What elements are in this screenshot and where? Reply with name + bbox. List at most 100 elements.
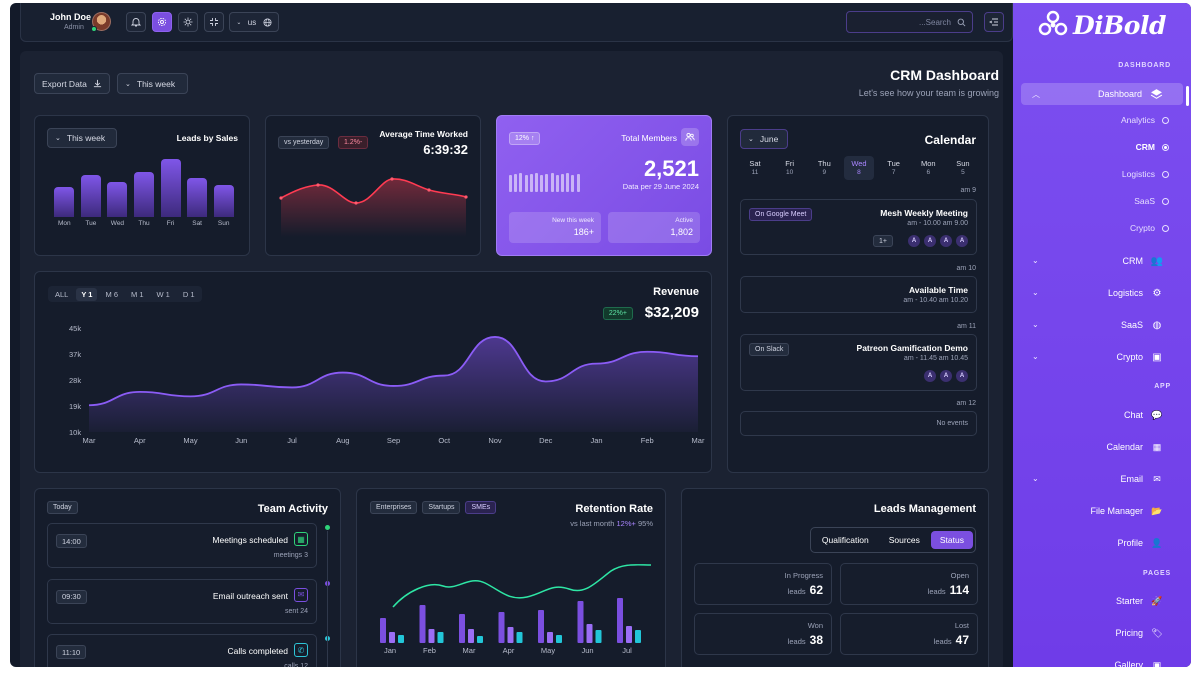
settings-button[interactable] — [152, 12, 172, 32]
more-attendees-chip[interactable]: 1+ — [873, 235, 893, 247]
menu-collapse-icon — [989, 18, 998, 26]
sidebar-item-file-manager[interactable]: File Manager 📂 — [1021, 500, 1183, 522]
activity-filter-chip[interactable]: Today — [47, 501, 78, 514]
leads-filter-select[interactable]: ⌄ This week — [47, 128, 117, 148]
sidebar-item-pricing[interactable]: Pricing 🏷 — [1021, 622, 1183, 644]
leads-day-label: Fri — [166, 220, 175, 227]
sidebar-item-logistics[interactable]: ⌄ Logistics ⚙ — [1021, 282, 1183, 304]
revenue-tab[interactable]: M 6 — [105, 289, 118, 299]
sidebar-item-crypto[interactable]: ⌄ Crypto ▣ — [1021, 346, 1183, 368]
sidebar-item-gallery[interactable]: Gallery ▣ — [1021, 654, 1183, 668]
terminal-icon: ▣ — [1152, 351, 1162, 363]
calendar-day[interactable]: Mon 6 — [913, 156, 943, 180]
leads-management-card: Leads Management Qualification Sources Sta… — [681, 488, 989, 667]
sidebar-item-profile[interactable]: Profile 👤 — [1021, 532, 1183, 554]
chevron-down-icon: ⌄ — [748, 136, 754, 143]
activity-item[interactable]: 14:00 Meetings scheduled ▦ meetings 3 — [47, 523, 317, 568]
leads-mgmt-tab[interactable]: Qualification — [821, 535, 869, 545]
sidebar-item-email[interactable]: ⌄ Email ✉ — [1021, 468, 1183, 490]
calendar-day[interactable]: Thu 9 — [809, 156, 839, 180]
new-this-week-label: New this week — [552, 217, 594, 224]
fullscreen-button[interactable] — [204, 12, 224, 32]
sidebar-item-calendar[interactable]: Calendar ▦ — [1021, 436, 1183, 458]
period-select[interactable]: ⌄ This week — [117, 73, 188, 94]
calendar-title: Calendar — [924, 133, 976, 147]
revenue-tab[interactable]: W 1 — [156, 289, 170, 299]
retention-tab[interactable]: Enterprises — [370, 501, 418, 514]
calendar-day[interactable]: Sun 5 — [948, 156, 978, 180]
revenue-tab[interactable]: ALL — [55, 289, 69, 299]
section-heading-app: APP — [1154, 383, 1171, 390]
calendar-day-num: 7 — [891, 169, 896, 176]
notifications-button[interactable] — [126, 12, 146, 32]
leads-mgmt-tab[interactable]: Sources — [888, 535, 920, 545]
revenue-tab[interactable]: M 1 — [131, 289, 144, 299]
sidebar-collapse-button[interactable] — [984, 12, 1004, 32]
calendar-day[interactable]: Sat 11 — [740, 156, 770, 180]
sidebar-item-dashboard[interactable]: ︿ Dashboard — [1021, 83, 1183, 105]
revenue-tab[interactable]: Y 1 — [76, 287, 98, 301]
leads-stat-value-row: leads 62 — [788, 583, 823, 597]
search-input[interactable]: ...Search — [846, 11, 973, 33]
calendar-icon: ▦ — [1152, 441, 1162, 452]
retention-bar — [586, 624, 593, 643]
retention-tab[interactable]: SMEs — [465, 501, 497, 514]
revenue-line — [88, 336, 699, 407]
export-data-button[interactable]: Export Data — [34, 73, 110, 94]
sidebar-subitem[interactable]: SaaS — [1134, 196, 1169, 206]
activity-label: Email outreach sent — [212, 590, 288, 601]
calendar-day[interactable]: Wed 8 — [843, 156, 874, 180]
attendee-avatar: A — [924, 370, 936, 382]
user-name: John Doe — [50, 12, 92, 22]
sidebar-item-starter[interactable]: Starter 🚀 — [1021, 590, 1183, 612]
calendar-day-name: Sat — [749, 159, 761, 168]
calendar-day[interactable]: Fri 10 — [775, 156, 805, 180]
retention-bar — [617, 598, 623, 643]
sidebar-scrollbar[interactable] — [1186, 86, 1189, 106]
sidebar-subitem[interactable]: Analytics — [1121, 115, 1169, 125]
sidebar-item-chat[interactable]: Chat 💬 — [1021, 404, 1183, 426]
calendar-day[interactable]: Tue 7 — [879, 156, 909, 180]
leads-stat-card[interactable]: Won leads 38 — [694, 613, 832, 655]
leads-stat-card[interactable]: Lost leads 47 — [840, 613, 978, 655]
calendar-day-num: 6 — [926, 169, 931, 176]
users-icon: 👥 — [1150, 255, 1164, 267]
folder-icon: 📂 — [1151, 505, 1163, 516]
timeline-dot — [325, 525, 330, 530]
leads-stat-card[interactable]: Open leads 114 — [840, 563, 978, 605]
avg-time-card: vs yesterday 1.2%- Average Time Worked 6… — [265, 115, 481, 256]
team-activity-card: Today Team Activity 14:00 Meetings schedu… — [34, 488, 341, 667]
sidebar-subitem[interactable]: Crypto — [1130, 223, 1169, 233]
sidebar-subitem[interactable]: CRM — [1136, 142, 1169, 152]
avg-time-point — [464, 195, 468, 199]
sidebar-subitem[interactable]: Logistics — [1122, 169, 1169, 179]
activity-item[interactable]: 11:10 Calls completed ✆ calls 12 — [47, 634, 317, 667]
user-role: Admin — [64, 24, 84, 31]
sidebar-item-saas[interactable]: ⌄ SaaS ◍ — [1021, 314, 1183, 336]
month-label: Jun — [581, 646, 593, 655]
sidebar-subitem-label: SaaS — [1134, 196, 1155, 206]
timeline-line — [327, 531, 328, 667]
leads-mgmt-tab[interactable]: Status — [930, 531, 973, 549]
calendar-day-name: Sun — [956, 159, 970, 168]
language-selector[interactable]: ⌄ us — [229, 12, 279, 32]
brand-logo[interactable]: DiBold — [1037, 9, 1166, 41]
avatar[interactable] — [92, 12, 111, 31]
calendar-month-select[interactable]: ⌄ June — [740, 129, 788, 149]
retention-tab[interactable]: Startups — [422, 501, 461, 514]
revenue-tab[interactable]: D 1 — [182, 289, 195, 299]
sidebar-item-crm[interactable]: ⌄ CRM 👥 — [1021, 250, 1183, 272]
members-sparkline — [509, 172, 581, 192]
leads-word: leads — [933, 637, 952, 646]
event-card-mesh[interactable]: On Google Meet Mesh Weekly Meeting am - … — [740, 199, 977, 255]
retention-bar — [626, 626, 632, 643]
event-card-available[interactable]: Available Time am - 10.40 am 10.20 — [740, 276, 977, 313]
leads-stat-card[interactable]: In Progress leads 62 — [694, 563, 832, 605]
members-spark-bar — [529, 174, 533, 192]
activity-item[interactable]: 09:30 Email outreach sent ✉ sent 24 — [47, 578, 317, 624]
x-tick-label: Feb — [641, 436, 654, 445]
theme-toggle-button[interactable] — [178, 12, 198, 32]
retention-card: Enterprises Startups SMEs Retention Rate v… — [356, 488, 666, 667]
event-card-patreon[interactable]: On Slack Patreon Gamification Demo am - … — [740, 334, 977, 391]
